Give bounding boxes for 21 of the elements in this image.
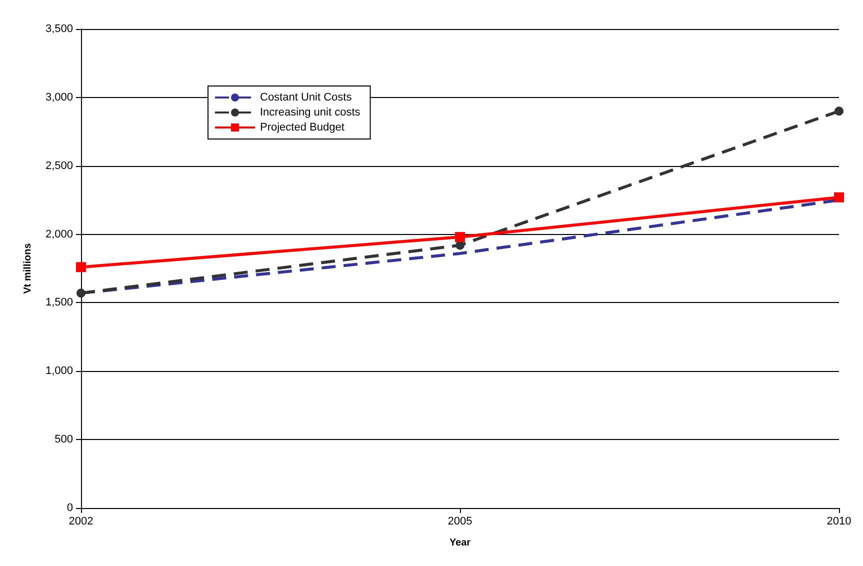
y-tick-label: 2,000 [45, 228, 73, 240]
x-tick-label: 2002 [68, 516, 94, 528]
legend-label: Costant Unit Costs [260, 92, 352, 104]
y-tick-label: 3,500 [45, 23, 73, 35]
point [455, 232, 465, 242]
point [834, 106, 844, 116]
y-axis-title: Vt millions [22, 242, 34, 294]
point [76, 262, 86, 272]
point [834, 192, 844, 202]
x-tick-label: 2005 [448, 516, 472, 528]
y-tick-label: 500 [54, 434, 73, 446]
y-tick-label: 3,000 [45, 91, 73, 104]
y-tick-label: 0 [66, 502, 73, 514]
y-tick-label: 1,500 [45, 296, 73, 309]
x-tick-label: 2010 [826, 516, 852, 528]
y-tick-label: 1,000 [45, 365, 73, 378]
legend-label: Projected Budget [260, 122, 344, 134]
y-tick-label: 2,500 [45, 160, 73, 172]
point [76, 288, 86, 298]
legend-label: Increasing unit costs [260, 106, 361, 118]
x-axis-title: Year [449, 538, 471, 548]
